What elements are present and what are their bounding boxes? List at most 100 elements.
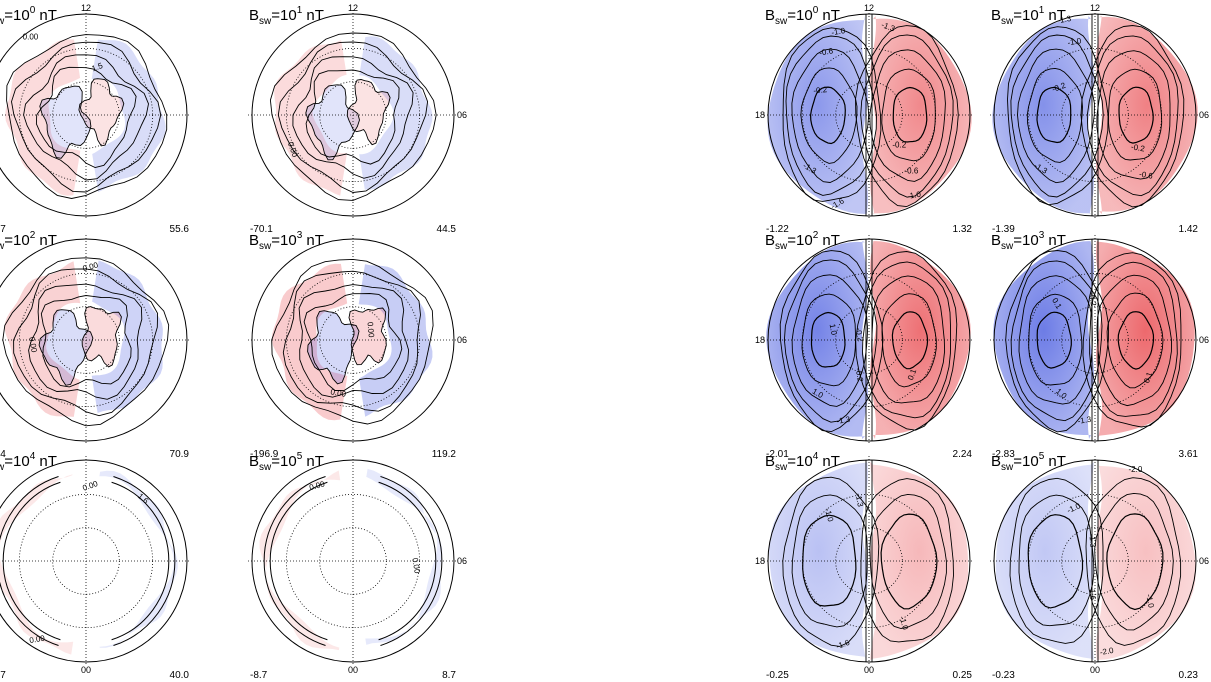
contour-line	[791, 274, 869, 407]
contour-label: -0.6	[1138, 170, 1154, 181]
contour-line	[1028, 293, 1083, 386]
contour-line	[1027, 514, 1084, 609]
contour-line	[78, 78, 125, 147]
panel-max-value: 55.6	[170, 224, 190, 235]
contour-line	[802, 514, 857, 607]
clock-label-top: 12	[348, 3, 358, 13]
negative-region	[91, 260, 163, 413]
contour-label: 0.00	[29, 633, 46, 645]
contour-line	[779, 250, 884, 433]
contour-line	[38, 309, 94, 386]
contour-line	[305, 69, 400, 165]
contour-line	[380, 475, 443, 647]
panel-max-value: 2.24	[953, 449, 973, 460]
panel-max-value: 70.9	[170, 449, 190, 460]
contour-label: -1.3	[1057, 14, 1073, 25]
contour-line	[1117, 311, 1155, 370]
contour-label: -0.2	[1087, 292, 1098, 308]
contour-line	[113, 475, 176, 647]
contour-line	[346, 79, 391, 146]
contour-label: -0.2	[854, 367, 865, 383]
negative-region	[39, 309, 93, 386]
panel-title: Bsw=104 nT	[0, 451, 57, 473]
contour-label: -2.0	[1099, 646, 1115, 657]
contour-line	[862, 261, 952, 419]
positive-region	[259, 470, 341, 651]
contour-line	[1086, 35, 1179, 197]
clock-label-right: 06	[457, 335, 467, 345]
panel-max-value: 1.32	[953, 224, 973, 235]
contour-line	[785, 35, 877, 196]
contour-label: -0.2	[813, 85, 828, 95]
contour-label: -0.2	[1130, 142, 1146, 153]
clock-label-bottom: 00	[1090, 665, 1100, 675]
left-panel: 06 00 Bsw=105 nT -8.7 8.7 0.00 0.00	[248, 451, 467, 681]
contour-line	[810, 311, 846, 368]
positive-region	[5, 39, 81, 196]
latitude-circle	[1061, 306, 1129, 374]
contour-line	[81, 306, 122, 368]
contour-label: -0.6	[905, 167, 919, 176]
panel-min-value: -2.01	[766, 449, 789, 460]
panel-title: Bsw=101 nT	[991, 5, 1066, 27]
panel-title: Bsw=100 nT	[765, 5, 840, 27]
panel-max-value: 0.25	[953, 670, 973, 681]
contour-line	[263, 475, 326, 647]
contour-label: 0.00	[23, 32, 39, 41]
contour-line	[348, 307, 387, 366]
contour-line	[13, 268, 159, 417]
contour-line	[1096, 50, 1171, 180]
panel-min-value: -1.39	[992, 224, 1015, 235]
clock-label-top: 12	[1090, 3, 1100, 13]
negative-region	[767, 16, 868, 214]
clock-label-right: 06	[1199, 110, 1209, 120]
panel-max-value: 119.2	[432, 449, 457, 460]
contour-label: -1.3	[854, 492, 865, 508]
contour-line	[1036, 86, 1072, 144]
contour-line	[35, 66, 137, 168]
contour-label: -1.3	[836, 415, 852, 426]
contour-line	[791, 494, 868, 628]
contour-line	[11, 41, 162, 193]
negative-region	[766, 241, 868, 439]
panel-max-value: 0.23	[1179, 670, 1199, 681]
contour-label: -1.0	[823, 507, 835, 523]
panel-max-value: 44.5	[437, 224, 457, 235]
contour-label: 1.0	[828, 323, 839, 336]
contour-label: 0.00	[27, 336, 39, 353]
clock-label-left: 18	[755, 335, 765, 345]
clock-label-right: 06	[457, 556, 467, 566]
panel-min-value: -1.22	[766, 224, 789, 235]
contour-label: 0.1	[906, 367, 918, 381]
panel-title: Bsw=103 nT	[991, 230, 1066, 252]
panel-min-value: -0.23	[992, 670, 1015, 681]
contour-label: 0.00	[410, 557, 422, 574]
contour-label: -0.2	[892, 140, 906, 149]
contour-line	[1018, 275, 1093, 405]
panel-min-value: -196.9	[250, 449, 279, 460]
contour-label: -1.0	[906, 190, 922, 201]
contour-line	[783, 259, 878, 423]
clock-label-bottom: 00	[864, 665, 874, 675]
clock-label-bottom: 00	[348, 665, 358, 675]
negative-region	[992, 16, 1094, 214]
contour-label: -1.0	[1067, 36, 1083, 47]
negative-region	[99, 470, 178, 648]
clock-label-left: 18	[755, 110, 765, 120]
contour-label: -1.3	[1087, 533, 1097, 548]
contour-line	[298, 284, 410, 398]
contour-line	[1009, 477, 1104, 644]
contour-line	[303, 293, 403, 391]
contour-line	[378, 481, 437, 641]
panel-title: Bsw=104 nT	[765, 451, 840, 473]
contour-line	[40, 295, 132, 388]
panel-title: Bsw=105 nT	[991, 451, 1066, 473]
panel-title: Bsw=100 nT	[0, 5, 57, 27]
contour-line	[1108, 68, 1163, 161]
contour-line	[782, 27, 882, 202]
